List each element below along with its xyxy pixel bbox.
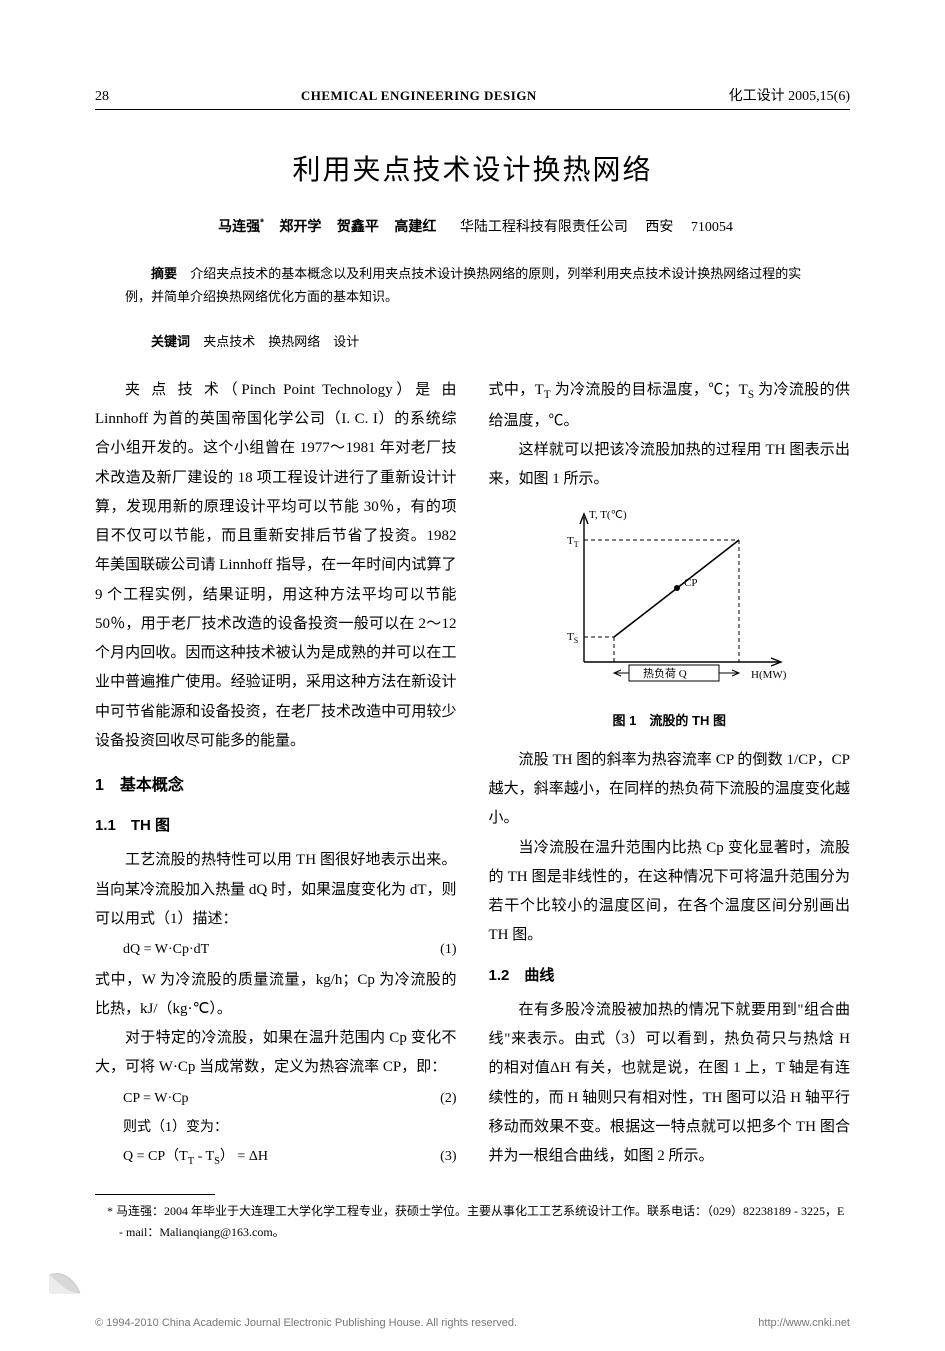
abstract: 摘要 介绍夹点技术的基本概念以及利用夹点技术设计换热网络的原则，列举利用夹点技术… <box>125 262 820 309</box>
journal-title-en: CHEMICAL ENGINEERING DESIGN <box>301 88 537 104</box>
equation-2: CP = W·Cp (2) <box>95 1085 457 1112</box>
abstract-label: 摘要 <box>151 266 177 281</box>
p-right-top: 式中，TT 为冷流股的目标温度，℃；TS 为冷流股的供给温度，℃。 <box>489 376 851 436</box>
author-4: 高建红 <box>394 218 436 234</box>
equation-1: dQ = W·Cp·dT (1) <box>95 936 457 963</box>
copyright-right: http://www.cnki.net <box>758 1317 850 1329</box>
p-right-top-2: 这样就可以把该冷流股加热的过程用 TH 图表示出来，如图 1 所示。 <box>489 436 851 495</box>
copyright-left: © 1994-2010 China Academic Journal Elect… <box>95 1317 517 1329</box>
footnote-mark: * <box>107 1204 113 1218</box>
affiliation: 华陆工程科技有限责任公司 <box>460 220 628 235</box>
eq3-number: (3) <box>440 1143 456 1170</box>
keywords-label: 关键词 <box>151 334 190 349</box>
author-3: 贺鑫平 <box>337 218 379 234</box>
author-2: 郑开学 <box>279 218 321 234</box>
eq3-body: Q = CP（TT - TS） = ΔH <box>123 1143 268 1172</box>
body-columns: 夹 点 技 术（Pinch Point Technology）是 由 Linnh… <box>95 376 850 1175</box>
p-1-1-b: 式中，W 为冷流股的质量流量，kg/h；Cp 为冷流股的比热，kJ/（kg·℃）… <box>95 966 457 1025</box>
section-1-2-heading: 1.2 曲线 <box>489 961 851 990</box>
article-title: 利用夹点技术设计换热网络 <box>95 148 850 188</box>
copyright-line: © 1994-2010 China Academic Journal Elect… <box>95 1317 850 1329</box>
fig1-cp-label: CP <box>684 577 697 589</box>
eq-then-text: 则式（1）变为： <box>95 1114 457 1141</box>
fig1-xlabel: H(MW) <box>751 669 787 681</box>
eq2-number: (2) <box>440 1085 456 1112</box>
eq1-number: (1) <box>440 936 456 963</box>
city: 西安 <box>645 220 673 235</box>
eq2-body: CP = W·Cp <box>123 1085 188 1112</box>
fig1-box-label: 热负荷 Q <box>643 666 687 680</box>
equation-3: Q = CP（TT - TS） = ΔH (3) <box>95 1143 457 1172</box>
section-1-heading: 1 基本概念 <box>95 770 457 801</box>
footnote: * 马连强：2004 年毕业于大连理工大学化学工程专业，获硕士学位。主要从事化工… <box>107 1201 850 1242</box>
eq-then: 则式（1）变为： <box>123 1114 228 1141</box>
fig1-tick-tt: TT <box>567 535 579 549</box>
abstract-text: 介绍夹点技术的基本概念以及利用夹点技术设计换热网络的原则，列举利用夹点技术设计换… <box>125 266 801 304</box>
page-number: 28 <box>95 89 109 105</box>
figure-1-svg: T, T(℃) H(MW) TT TS CP 热负荷 Q <box>539 502 799 692</box>
p-1-1-a: 工艺流股的热特性可以用 TH 图很好地表示出来。当向某冷流股加入热量 dQ 时，… <box>95 846 457 934</box>
fig1-ylabel: T, T(℃) <box>589 509 627 521</box>
figure-1: T, T(℃) H(MW) TT TS CP 热负荷 Q <box>489 502 851 692</box>
intro-paragraph: 夹 点 技 术（Pinch Point Technology）是 由 Linnh… <box>95 376 457 756</box>
p-after-fig-1: 流股 TH 图的斜率为热容流率 CP 的倒数 1/CP，CP 越大，斜率越小，在… <box>489 746 851 834</box>
journal-title-cn: 化工设计 2005,15(6) <box>729 85 850 105</box>
postcode: 710054 <box>691 220 733 235</box>
keywords: 关键词 夹点技术 换热网络 设计 <box>125 331 820 350</box>
footnote-text: 马连强：2004 年毕业于大连理工大学化学工程专业，获硕士学位。主要从事化工工艺… <box>116 1204 844 1238</box>
right-column: 式中，TT 为冷流股的目标温度，℃；TS 为冷流股的供给温度，℃。 这样就可以把… <box>489 376 851 1175</box>
footnote-separator <box>95 1194 215 1195</box>
fig1-tick-ts: TS <box>567 631 578 645</box>
p-1-2: 在有多股冷流股被加热的情况下就要用到"组合曲线"来表示。由式（3）可以看到，热负… <box>489 996 851 1172</box>
eq1-body: dQ = W·Cp·dT <box>123 936 209 963</box>
keywords-text: 夹点技术 换热网络 设计 <box>203 334 359 349</box>
p-1-1-c: 对于特定的冷流股，如果在温升范围内 Cp 变化不大，可将 W·Cp 当成常数，定… <box>95 1024 457 1083</box>
authors-line: 马连强* 郑开学 贺鑫平 高建红 华陆工程科技有限责任公司 西安 710054 <box>95 216 850 236</box>
corner-page-curl-icon <box>48 1261 82 1295</box>
page-header: 28 CHEMICAL ENGINEERING DESIGN 化工设计 2005… <box>95 85 850 110</box>
author-1: 马连强* <box>218 218 264 234</box>
p-after-fig-2: 当冷流股在温升范围内比热 Cp 变化显著时，流股的 TH 图是非线性的，在这种情… <box>489 834 851 951</box>
section-1-1-heading: 1.1 TH 图 <box>95 811 457 840</box>
figure-1-caption: 图 1 流股的 TH 图 <box>489 708 851 733</box>
left-column: 夹 点 技 术（Pinch Point Technology）是 由 Linnh… <box>95 376 457 1175</box>
